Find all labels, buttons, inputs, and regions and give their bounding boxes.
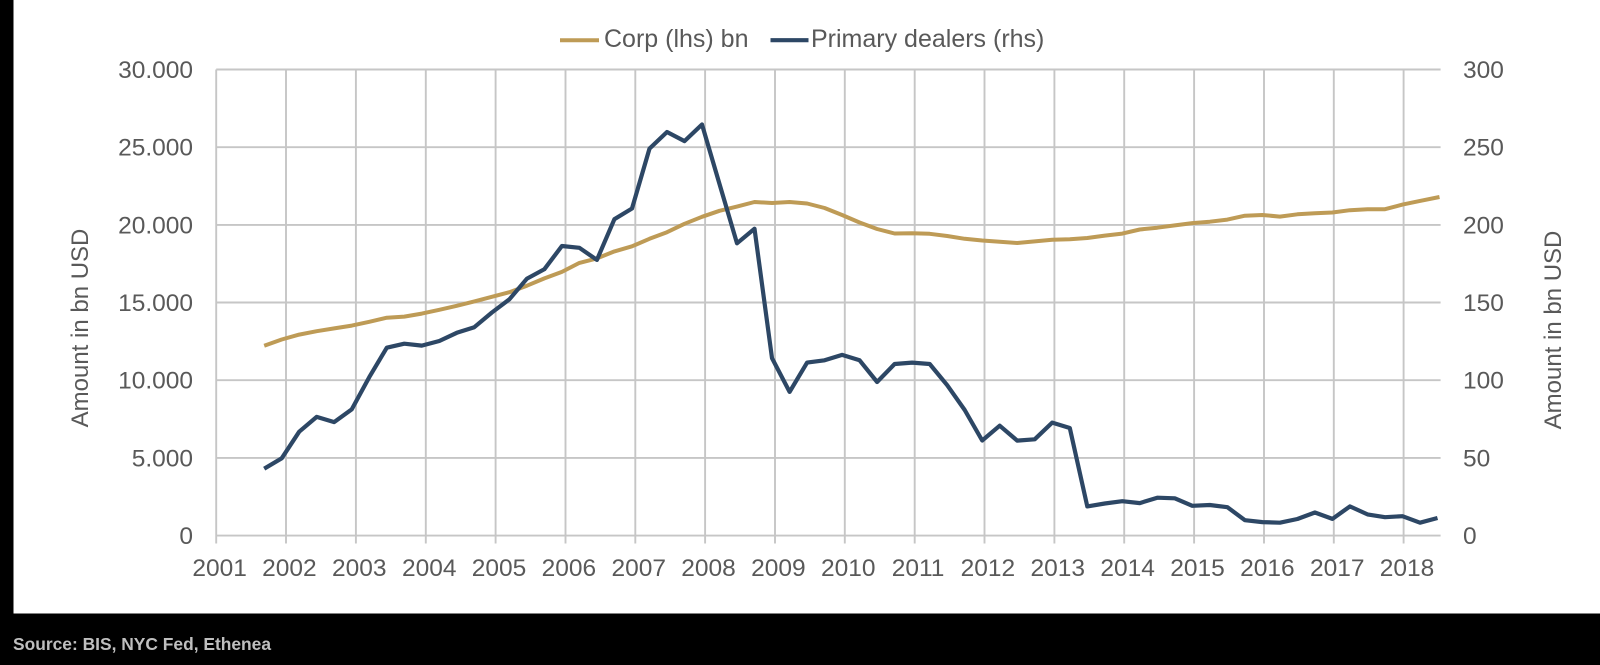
svg-text:2012: 2012 xyxy=(961,555,1016,582)
svg-text:2013: 2013 xyxy=(1031,555,1086,582)
svg-text:2004: 2004 xyxy=(402,555,457,582)
svg-text:25.000: 25.000 xyxy=(118,135,193,162)
svg-text:2017: 2017 xyxy=(1310,555,1365,582)
svg-text:10.000: 10.000 xyxy=(118,368,193,395)
svg-text:2014: 2014 xyxy=(1100,555,1155,582)
svg-text:Amount in bn USD: Amount in bn USD xyxy=(67,229,94,428)
svg-text:2009: 2009 xyxy=(751,555,806,582)
svg-text:2006: 2006 xyxy=(542,555,597,582)
svg-text:2018: 2018 xyxy=(1380,555,1435,582)
svg-text:Primary dealers (rhs): Primary dealers (rhs) xyxy=(811,25,1044,53)
svg-text:5.000: 5.000 xyxy=(132,445,193,472)
svg-text:250: 250 xyxy=(1463,135,1504,162)
svg-text:Corp (lhs) bn: Corp (lhs) bn xyxy=(604,25,749,53)
svg-text:2007: 2007 xyxy=(611,555,666,582)
svg-text:2008: 2008 xyxy=(681,555,736,582)
svg-text:200: 200 xyxy=(1463,212,1504,239)
svg-text:50: 50 xyxy=(1463,445,1490,472)
svg-text:2016: 2016 xyxy=(1240,555,1295,582)
svg-text:0: 0 xyxy=(1463,523,1477,550)
svg-text:2001: 2001 xyxy=(192,555,247,582)
svg-text:2011: 2011 xyxy=(892,555,945,582)
svg-text:2010: 2010 xyxy=(821,555,876,582)
svg-text:Source: BIS, NYC Fed, Ethenea: Source: BIS, NYC Fed, Ethenea xyxy=(13,634,271,654)
svg-text:150: 150 xyxy=(1463,290,1504,317)
svg-text:20.000: 20.000 xyxy=(118,212,193,239)
svg-text:15.000: 15.000 xyxy=(118,290,193,317)
svg-text:2005: 2005 xyxy=(472,555,527,582)
svg-text:30.000: 30.000 xyxy=(118,57,193,84)
svg-text:0: 0 xyxy=(179,523,193,550)
svg-text:100: 100 xyxy=(1463,368,1504,395)
svg-text:300: 300 xyxy=(1463,57,1504,84)
svg-text:2015: 2015 xyxy=(1170,555,1225,582)
svg-text:Amount in bn USD: Amount in bn USD xyxy=(1540,231,1567,430)
svg-text:2003: 2003 xyxy=(332,555,387,582)
svg-text:2002: 2002 xyxy=(262,555,317,582)
